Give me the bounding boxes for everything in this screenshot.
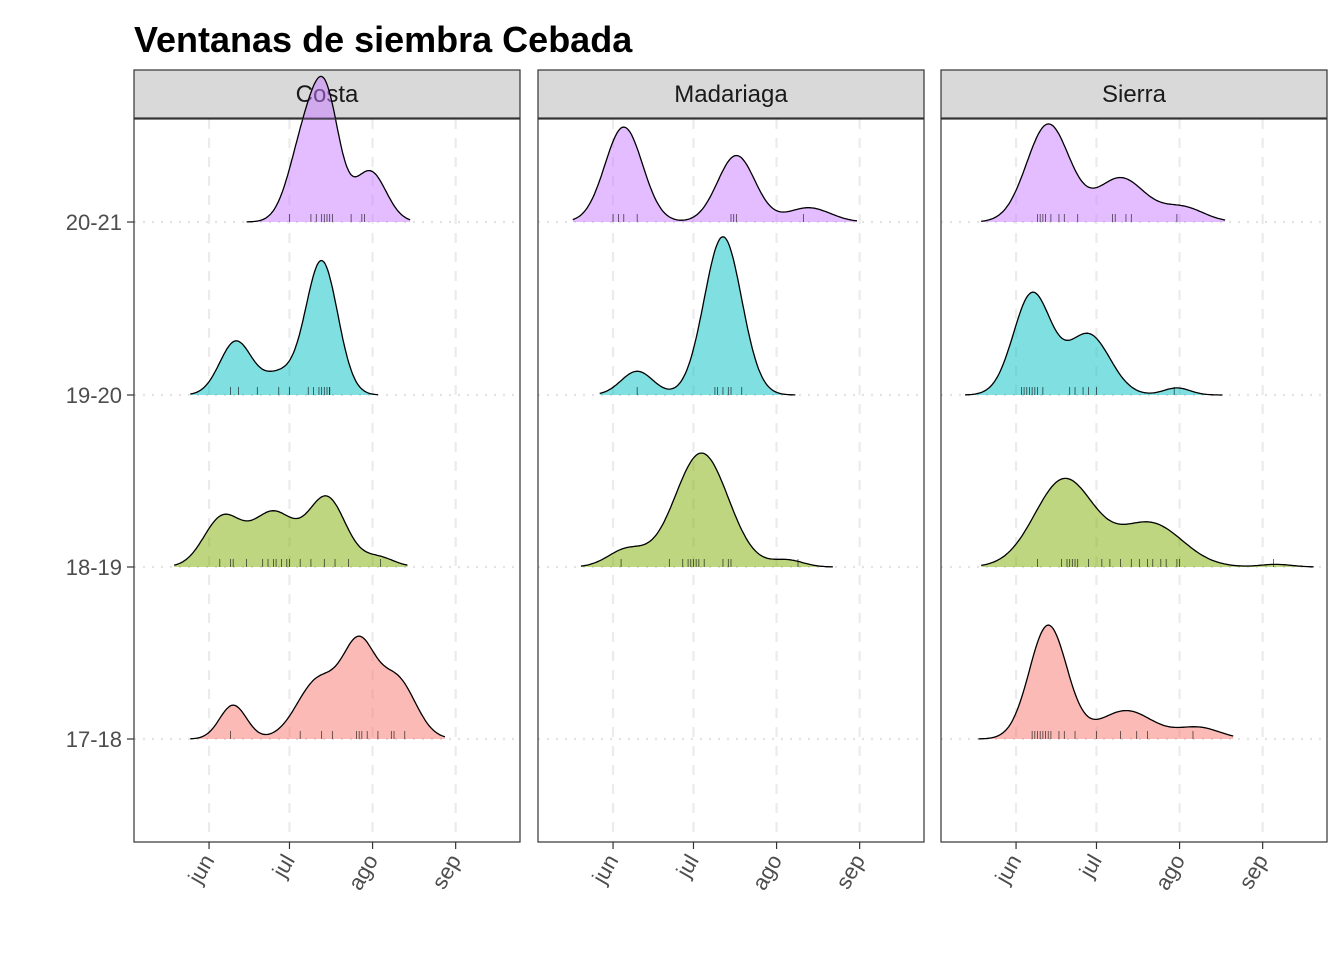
panel-border [133,118,521,843]
x-tick-label: sep [427,850,466,893]
density-outline [580,452,833,568]
panel-border [940,118,1328,843]
facet-panel: Sierra jun jul ago sep [940,69,1328,894]
density-area [572,127,857,222]
panel-border [537,118,925,843]
density-outline [981,123,1226,222]
density-outline [572,126,858,222]
x-tick-label: ago [1150,850,1190,894]
facet-label: Sierra [1102,81,1167,108]
facet-panel: Costajunjulagosep [133,69,521,894]
density-area [981,478,1314,567]
panel-background [538,119,924,842]
density-outline [978,624,1234,740]
density-outline [965,291,1223,396]
density-area [599,236,796,395]
density-outline [190,635,446,740]
density-area [981,123,1226,222]
x-tick-label: ago [343,850,383,894]
density-outline [190,259,378,396]
density-outline [174,495,408,566]
y-tick-label: 17-18 [66,727,122,752]
density-area [190,636,445,739]
plot-area: CostajunjulagosepMadariagajunjulagosepSi… [66,69,1328,894]
density-outline [599,236,796,396]
density-area [246,76,411,223]
density-area [174,495,408,567]
y-tick-label: 20-21 [66,210,122,235]
x-tick-label: jul [267,850,300,882]
density-area [978,625,1234,739]
density-outline [246,75,411,223]
facet-strip [940,69,1328,119]
density-area [580,453,833,567]
facet-strip [537,69,925,119]
y-tick-label: 19-20 [66,383,122,408]
facet-panel: Madariaga jun jul ago sep [537,69,925,894]
x-tick-label: sep [831,850,870,893]
x-tick-label: jun [990,850,1027,889]
x-tick-label: ago [747,850,787,894]
x-tick-label: jul [671,850,704,882]
x-tick-label: jun [183,850,220,889]
density-area [190,260,378,395]
y-tick-label: 18-19 [66,555,122,580]
x-tick-label: sep [1234,850,1273,893]
x-tick-label: jul [1074,850,1107,882]
density-outline [981,477,1314,568]
x-tick-label: jun [587,850,624,889]
chart-title: Ventanas de siembra Cebada [134,19,633,60]
density-area [965,292,1223,395]
facet-label: Madariaga [674,81,788,108]
